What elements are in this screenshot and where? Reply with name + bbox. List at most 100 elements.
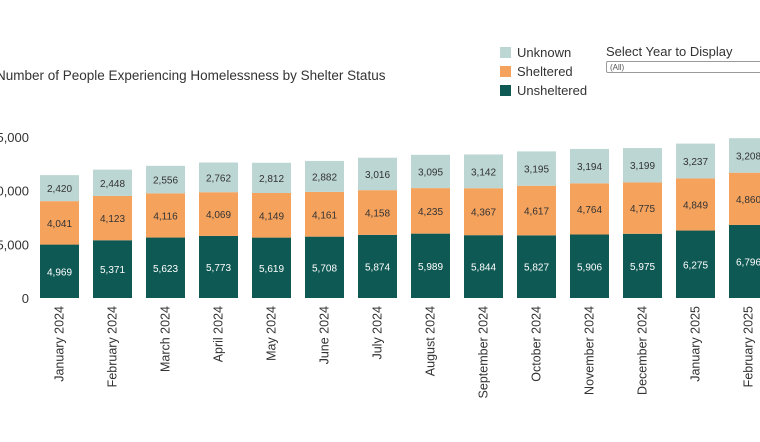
- bar-segment-unsheltered: [305, 236, 344, 298]
- data-label-sheltered: 4,235: [418, 207, 443, 218]
- data-label-unsheltered: 4,969: [47, 267, 72, 278]
- bar-segment-sheltered: [146, 193, 185, 238]
- legend-label: Sheltered: [517, 64, 573, 79]
- bar-segment-sheltered: [305, 191, 344, 237]
- bar-segment-sheltered: [411, 188, 450, 234]
- data-label-unknown: 3,195: [524, 165, 549, 176]
- year-filter-select[interactable]: (All): [606, 61, 760, 73]
- bar-segment-unsheltered: [146, 237, 185, 298]
- bar-segment-unsheltered: [93, 240, 132, 298]
- bar-segment-unknown: [93, 169, 132, 196]
- x-tick-label: March 2024: [159, 306, 173, 372]
- data-label-sheltered: 4,367: [471, 208, 496, 219]
- year-filter-label: Select Year to Display: [606, 44, 733, 59]
- data-label-unsheltered: 6,796: [736, 257, 760, 268]
- legend-swatch: [500, 85, 511, 96]
- bar-segment-sheltered: [517, 185, 556, 236]
- legend-item: Sheltered: [500, 63, 587, 80]
- data-label-unsheltered: 5,623: [153, 264, 178, 275]
- legend: Unknown Sheltered Unsheltered: [500, 44, 587, 101]
- data-label-sheltered: 4,041: [47, 219, 72, 230]
- bar-segment-unknown: [411, 154, 450, 189]
- bar-segment-unsheltered: [464, 235, 503, 298]
- data-label-unknown: 3,016: [365, 170, 390, 181]
- data-label-unknown: 3,199: [630, 161, 655, 172]
- year-filter: Select Year to Display (All): [606, 44, 760, 73]
- data-label-unsheltered: 5,989: [418, 262, 443, 273]
- bar-segment-unknown: [570, 148, 609, 184]
- x-tick-label: June 2024: [318, 306, 332, 364]
- y-tick-label: 0: [22, 291, 29, 306]
- data-label-sheltered: 4,617: [524, 207, 549, 218]
- data-label-unknown: 3,095: [418, 167, 443, 178]
- data-label-unknown: 3,208: [736, 151, 760, 162]
- chart-title: Number of People Experiencing Homelessne…: [0, 68, 386, 83]
- bar-segment-unknown: [517, 151, 556, 186]
- legend-label: Unknown: [517, 45, 572, 60]
- data-label-unsheltered: 5,773: [206, 263, 231, 274]
- bar-segment-unknown: [252, 162, 291, 193]
- bar-segment-unknown: [40, 175, 79, 202]
- x-tick-label: July 2024: [371, 306, 385, 360]
- data-label-unsheltered: 5,371: [100, 265, 125, 276]
- data-label-unsheltered: 5,844: [471, 263, 496, 274]
- x-tick-label: December 2024: [636, 306, 650, 395]
- data-label-unsheltered: 5,708: [312, 263, 337, 274]
- bar-segment-unknown: [199, 162, 238, 193]
- data-label-sheltered: 4,860: [736, 195, 760, 206]
- legend-swatch: [500, 47, 511, 58]
- data-label-unsheltered: 5,619: [259, 264, 284, 275]
- x-tick-label: May 2024: [265, 306, 279, 361]
- data-label-unknown: 2,420: [47, 184, 72, 195]
- bar-segment-unsheltered: [199, 235, 238, 298]
- bar-segment-unknown: [464, 154, 503, 189]
- data-label-unknown: 2,556: [153, 176, 178, 187]
- bar-segment-sheltered: [358, 190, 397, 235]
- data-label-sheltered: 4,069: [206, 210, 231, 221]
- bar-segment-sheltered: [93, 195, 132, 241]
- x-tick-label: April 2024: [212, 306, 226, 362]
- bar-segment-sheltered: [464, 188, 503, 236]
- bar-segment-unsheltered: [570, 234, 609, 298]
- bar-segment-sheltered: [623, 182, 662, 234]
- data-label-sheltered: 4,116: [153, 211, 178, 222]
- bar-segment-sheltered: [570, 183, 609, 235]
- legend-swatch: [500, 66, 511, 77]
- x-tick-label: October 2024: [530, 306, 544, 382]
- bar-segment-unknown: [305, 160, 344, 192]
- bar-segment-unknown: [623, 148, 662, 183]
- data-label-unknown: 2,448: [100, 179, 125, 190]
- data-label-unsheltered: 5,874: [365, 262, 390, 273]
- data-label-sheltered: 4,849: [683, 200, 708, 211]
- data-label-unknown: 2,812: [259, 174, 284, 185]
- bar-segment-unknown: [358, 157, 397, 191]
- x-tick-label: January 2024: [53, 306, 67, 382]
- bar-segment-unsheltered: [358, 234, 397, 298]
- x-tick-label: February 2025: [742, 306, 756, 387]
- bar-segment-unknown: [676, 143, 715, 179]
- data-label-sheltered: 4,123: [100, 214, 125, 225]
- data-label-unsheltered: 5,827: [524, 263, 549, 274]
- data-label-unsheltered: 6,275: [683, 260, 708, 271]
- bar-segment-unsheltered: [517, 235, 556, 298]
- bar-segment-unknown: [729, 138, 760, 173]
- bar-segment-unsheltered: [252, 237, 291, 298]
- legend-label: Unsheltered: [517, 83, 588, 98]
- data-label-sheltered: 4,161: [312, 210, 337, 221]
- bar-segment-unsheltered: [729, 224, 760, 298]
- y-tick-label: 5,000: [0, 237, 29, 252]
- data-label-sheltered: 4,149: [259, 211, 284, 222]
- bar-segment-sheltered: [729, 172, 760, 225]
- bar-segment-unsheltered: [40, 244, 79, 298]
- x-tick-label: September 2024: [477, 306, 491, 398]
- data-label-unknown: 2,762: [206, 173, 231, 184]
- data-label-unsheltered: 5,975: [630, 262, 655, 273]
- x-tick-label: November 2024: [583, 306, 597, 395]
- x-tick-label: February 2024: [106, 306, 120, 387]
- bar-segment-sheltered: [676, 178, 715, 231]
- data-label-sheltered: 4,764: [577, 205, 602, 216]
- bar-segment-unknown: [146, 165, 185, 194]
- data-label-unsheltered: 5,906: [577, 262, 602, 273]
- bar-segment-sheltered: [40, 201, 79, 245]
